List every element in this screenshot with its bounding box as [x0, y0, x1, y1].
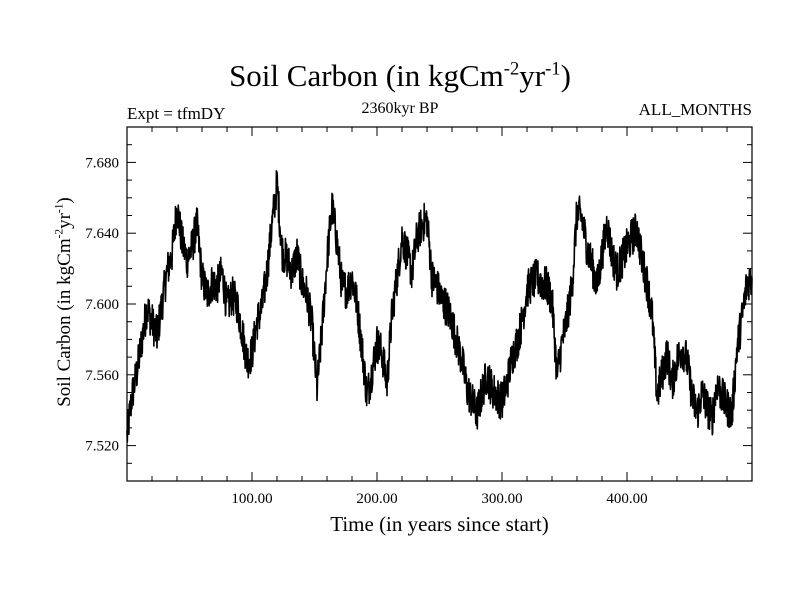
x-tick-label: 400.00 — [606, 491, 647, 507]
x-tick-label: 200.00 — [356, 491, 397, 507]
axis-ticks — [127, 127, 752, 481]
series-line-soil-carbon — [126, 170, 753, 443]
x-tick-label: 300.00 — [481, 491, 522, 507]
x-tick-label: 100.00 — [231, 491, 272, 507]
y-tick-label: 7.640 — [85, 226, 119, 242]
chart-title: Soil Carbon (in kgCm-2yr-1) — [229, 58, 571, 93]
experiment-label: Expt = tfmDY — [127, 104, 226, 123]
y-tick-label: 7.560 — [85, 368, 119, 384]
plot-frame — [126, 126, 753, 482]
y-tick-label: 7.680 — [85, 155, 119, 171]
y-tick-label: 7.600 — [85, 297, 119, 313]
months-label: ALL_MONTHS — [638, 100, 752, 119]
x-axis-label: Time (in years since start) — [330, 512, 549, 536]
y-tick-label: 7.520 — [85, 439, 119, 455]
chart-subtitle: 2360kyr BP — [361, 100, 439, 117]
axis-tick-labels: 100.00 200.00 300.00 400.00 7.520 7.560 7.600 7… — [85, 155, 647, 507]
